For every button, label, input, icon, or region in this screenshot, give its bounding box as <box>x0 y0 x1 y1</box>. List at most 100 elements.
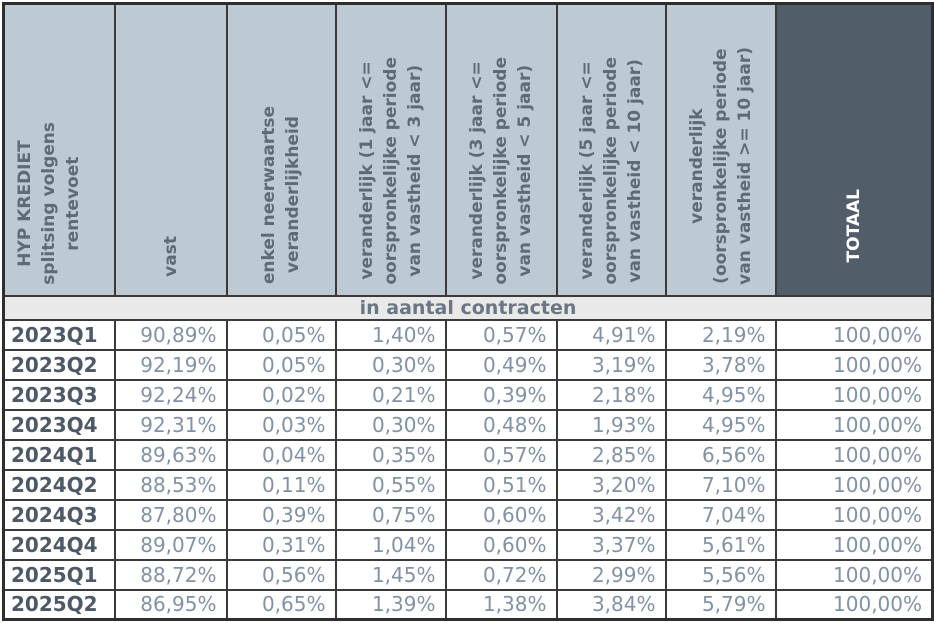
cell-veranderlijk-1-3: 1,04% <box>334 528 447 561</box>
section-row: in aantal contracten <box>2 294 934 321</box>
cell-veranderlijk-3-5: 0,48% <box>444 408 558 441</box>
column-header-totaal-label: TOTAAL <box>843 189 864 263</box>
cell-veranderlijk-3-5: 1,38% <box>444 588 558 621</box>
section-label: in aantal contracten <box>2 294 934 321</box>
column-header-veranderlijk-1-3-jaar-label: veranderlijk (1 jaar <= oorspronkelijke … <box>356 56 425 285</box>
column-header-veranderlijk-3-5-jaar-label: veranderlijk (3 jaar <= oorspronkelijke … <box>467 56 535 285</box>
column-header-vast-label: vast <box>160 235 181 277</box>
cell-veranderlijk-10-plus: 7,04% <box>664 498 777 531</box>
cell-veranderlijk-3-5: 0,57% <box>444 318 558 351</box>
cell-veranderlijk-10-plus: 4,95% <box>664 378 777 411</box>
cell-veranderlijk-10-plus: 2,19% <box>664 318 777 351</box>
cell-veranderlijk-5-10: 3,42% <box>555 498 667 531</box>
table-row-2023q3: 2023Q3 92,24% 0,02% 0,21% 0,39% 2,18% 4,… <box>2 378 934 411</box>
cell-vast: 92,24% <box>113 378 228 411</box>
cell-veranderlijk-1-3: 1,40% <box>334 318 447 351</box>
cell-veranderlijk-5-10: 3,84% <box>555 588 667 621</box>
cell-totaal: 100,00% <box>774 408 934 441</box>
cell-vast: 89,07% <box>113 528 228 561</box>
column-header-veranderlijk-5-10-jaar-label: veranderlijk (5 jaar <= oorspronkelijke … <box>577 56 645 285</box>
cell-totaal: 100,00% <box>774 468 934 501</box>
cell-veranderlijk-3-5: 0,51% <box>444 468 558 501</box>
cell-veranderlijk-5-10: 4,91% <box>555 318 667 351</box>
table-row-2023q2: 2023Q2 92,19% 0,05% 0,30% 0,49% 3,19% 3,… <box>2 348 934 381</box>
row-header-quarter: 2024Q4 <box>2 528 116 561</box>
row-header-quarter: 2024Q1 <box>2 438 116 471</box>
cell-veranderlijk-10-plus: 6,56% <box>664 438 777 471</box>
cell-veranderlijk-1-3: 0,30% <box>334 348 447 381</box>
column-header-vast: vast <box>113 2 228 297</box>
cell-vast: 87,80% <box>113 498 228 531</box>
table-row-2023q1: 2023Q1 90,89% 0,05% 1,40% 0,57% 4,91% 2,… <box>2 318 934 351</box>
cell-veranderlijk-1-3: 0,35% <box>334 438 447 471</box>
cell-veranderlijk-1-3: 1,45% <box>334 558 447 591</box>
header-row: HYP KREDIET splitsing volgens rentevoet … <box>2 2 934 297</box>
cell-totaal: 100,00% <box>774 348 934 381</box>
row-header-quarter: 2024Q2 <box>2 468 116 501</box>
table-row-2025q2: 2025Q2 86,95% 0,65% 1,39% 1,38% 3,84% 5,… <box>2 588 934 621</box>
cell-enkel-neerwaartse: 0,11% <box>225 468 337 501</box>
cell-veranderlijk-1-3: 0,21% <box>334 378 447 411</box>
table-header: HYP KREDIET splitsing volgens rentevoet … <box>2 2 934 297</box>
cell-veranderlijk-10-plus: 3,78% <box>664 348 777 381</box>
cell-enkel-neerwaartse: 0,31% <box>225 528 337 561</box>
column-header-enkel-neerwaartse: enkel neerwaartse veranderlijkheid <box>225 2 337 297</box>
table-row-2024q4: 2024Q4 89,07% 0,31% 1,04% 0,60% 3,37% 5,… <box>2 528 934 561</box>
cell-vast: 89,63% <box>113 438 228 471</box>
column-header-totaal: TOTAAL <box>774 2 934 297</box>
row-header-quarter: 2023Q1 <box>2 318 116 351</box>
row-header-quarter: 2025Q2 <box>2 588 116 621</box>
cell-veranderlijk-3-5: 0,49% <box>444 348 558 381</box>
cell-totaal: 100,00% <box>774 438 934 471</box>
cell-enkel-neerwaartse: 0,05% <box>225 318 337 351</box>
cell-vast: 86,95% <box>113 588 228 621</box>
cell-totaal: 100,00% <box>774 378 934 411</box>
cell-vast: 88,72% <box>113 558 228 591</box>
cell-enkel-neerwaartse: 0,03% <box>225 408 337 441</box>
table-row-2024q3: 2024Q3 87,80% 0,39% 0,75% 0,60% 3,42% 7,… <box>2 498 934 531</box>
cell-enkel-neerwaartse: 0,56% <box>225 558 337 591</box>
table-row-2025q1: 2025Q1 88,72% 0,56% 1,45% 0,72% 2,99% 5,… <box>2 558 934 591</box>
cell-enkel-neerwaartse: 0,04% <box>225 438 337 471</box>
row-header-quarter: 2023Q4 <box>2 408 116 441</box>
row-header-quarter: 2023Q2 <box>2 348 116 381</box>
column-header-veranderlijk-3-5-jaar: veranderlijk (3 jaar <= oorspronkelijke … <box>444 2 558 297</box>
column-header-veranderlijk-5-10-jaar: veranderlijk (5 jaar <= oorspronkelijke … <box>555 2 667 297</box>
cell-veranderlijk-1-3: 0,30% <box>334 408 447 441</box>
cell-enkel-neerwaartse: 0,65% <box>225 588 337 621</box>
table-body: in aantal contracten 2023Q1 90,89% 0,05%… <box>2 294 934 621</box>
column-header-hyp-krediet-label: HYP KREDIET splitsing volgens rentevoet <box>15 121 83 285</box>
cell-veranderlijk-3-5: 0,72% <box>444 558 558 591</box>
table-row-2023q4: 2023Q4 92,31% 0,03% 0,30% 0,48% 1,93% 4,… <box>2 408 934 441</box>
cell-vast: 88,53% <box>113 468 228 501</box>
column-header-veranderlijk-10-plus-jaar: veranderlijk (oorspronkelijke periode va… <box>664 2 777 297</box>
cell-veranderlijk-5-10: 2,18% <box>555 378 667 411</box>
column-header-hyp-krediet: HYP KREDIET splitsing volgens rentevoet <box>2 2 116 297</box>
cell-veranderlijk-10-plus: 7,10% <box>664 468 777 501</box>
cell-veranderlijk-1-3: 0,75% <box>334 498 447 531</box>
cell-veranderlijk-10-plus: 5,79% <box>664 588 777 621</box>
cell-enkel-neerwaartse: 0,39% <box>225 498 337 531</box>
column-header-veranderlijk-1-3-jaar: veranderlijk (1 jaar <= oorspronkelijke … <box>334 2 447 297</box>
cell-veranderlijk-5-10: 3,19% <box>555 348 667 381</box>
cell-veranderlijk-10-plus: 4,95% <box>664 408 777 441</box>
cell-veranderlijk-3-5: 0,39% <box>444 378 558 411</box>
cell-veranderlijk-3-5: 0,60% <box>444 498 558 531</box>
cell-vast: 92,31% <box>113 408 228 441</box>
cell-totaal: 100,00% <box>774 558 934 591</box>
cell-veranderlijk-3-5: 0,57% <box>444 438 558 471</box>
cell-veranderlijk-5-10: 3,37% <box>555 528 667 561</box>
cell-totaal: 100,00% <box>774 498 934 531</box>
cell-veranderlijk-5-10: 2,99% <box>555 558 667 591</box>
cell-enkel-neerwaartse: 0,05% <box>225 348 337 381</box>
cell-veranderlijk-5-10: 1,93% <box>555 408 667 441</box>
cell-totaal: 100,00% <box>774 588 934 621</box>
table-row-2024q1: 2024Q1 89,63% 0,04% 0,35% 0,57% 2,85% 6,… <box>2 438 934 471</box>
cell-totaal: 100,00% <box>774 318 934 351</box>
row-header-quarter: 2023Q3 <box>2 378 116 411</box>
table-row-2024q2: 2024Q2 88,53% 0,11% 0,55% 0,51% 3,20% 7,… <box>2 468 934 501</box>
cell-veranderlijk-5-10: 3,20% <box>555 468 667 501</box>
row-header-quarter: 2025Q1 <box>2 558 116 591</box>
cell-veranderlijk-10-plus: 5,61% <box>664 528 777 561</box>
